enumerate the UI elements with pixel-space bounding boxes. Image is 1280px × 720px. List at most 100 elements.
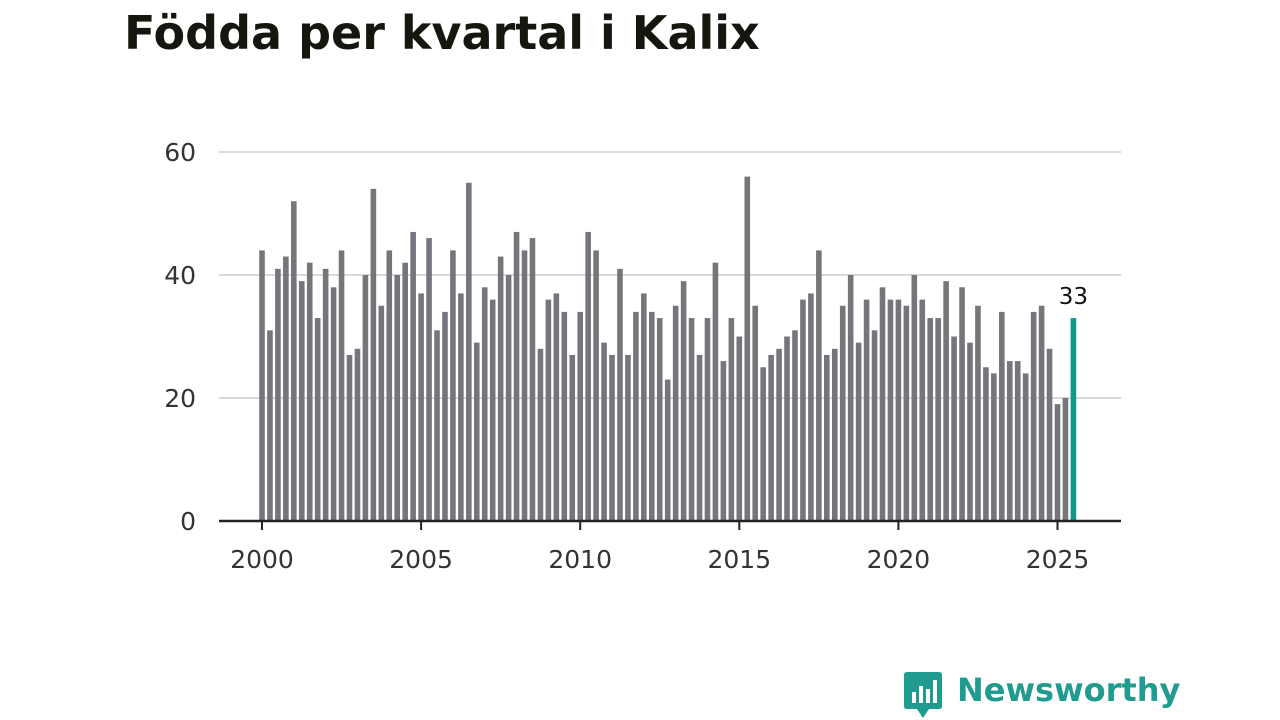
bar: [553, 293, 560, 521]
bar: [418, 293, 424, 521]
bar: [394, 275, 401, 521]
bar: [267, 330, 273, 521]
bar: [291, 201, 297, 521]
x-tick-label-2020: 2020: [867, 545, 931, 574]
bar: [831, 348, 838, 521]
bar: [410, 231, 416, 521]
bar: [863, 299, 870, 521]
bar: [1006, 361, 1013, 521]
bar: [680, 281, 687, 521]
bar: [975, 305, 981, 521]
bar: [951, 336, 957, 521]
bar: [728, 318, 735, 521]
bar: [633, 311, 639, 521]
bar: [983, 367, 989, 521]
bar: [298, 281, 305, 521]
bar: [259, 250, 265, 521]
bar: [1062, 398, 1069, 521]
bar: [370, 188, 377, 521]
bar: [999, 311, 1005, 521]
bar: [442, 311, 448, 521]
bar: [879, 287, 886, 521]
y-tick-label-0: 0: [180, 507, 196, 536]
bar: [306, 262, 313, 521]
bar: [529, 238, 536, 521]
bar: [283, 256, 289, 521]
bar: [855, 342, 862, 521]
bar: [330, 287, 337, 521]
bar: [776, 348, 782, 521]
bar: [967, 342, 973, 521]
bar: [1038, 305, 1045, 521]
bar: [935, 318, 941, 521]
bar: [402, 262, 408, 521]
bar: [585, 231, 591, 521]
bar: [505, 275, 512, 521]
bar: [816, 250, 822, 521]
bar: [577, 311, 583, 521]
bar: [378, 305, 385, 521]
labels: 0 20 40 60 2000 2005 2010 2015 2020 2025 33: [164, 138, 1089, 574]
bar: [808, 293, 814, 521]
bar: [649, 311, 655, 521]
bar: [919, 299, 926, 521]
bar: [513, 231, 520, 521]
bar: [911, 275, 918, 521]
bar: [458, 293, 464, 521]
x-tick-label-2010: 2010: [548, 545, 612, 574]
bar: [561, 311, 568, 521]
bar: [601, 342, 607, 521]
x-tick-label-2000: 2000: [230, 545, 294, 574]
bars: [259, 176, 1077, 521]
bar: [362, 275, 369, 521]
bar: [537, 348, 544, 521]
bar: [346, 354, 353, 521]
bar: [927, 318, 934, 521]
y-tick-label-60: 60: [164, 138, 196, 167]
bar: [800, 299, 806, 521]
x-tick-label-2025: 2025: [1026, 545, 1090, 574]
y-tick-label-40: 40: [164, 261, 196, 290]
bar: [489, 299, 496, 521]
bar: [625, 354, 631, 521]
bar: [386, 250, 393, 521]
bar: [314, 318, 321, 521]
bar: [545, 299, 552, 521]
bar: [1054, 404, 1061, 521]
bar: [720, 361, 727, 521]
bar: [871, 330, 878, 521]
bar: [704, 318, 711, 521]
bar: [768, 354, 774, 521]
bar: [426, 238, 432, 521]
bar: [434, 330, 440, 521]
bar: [354, 348, 361, 521]
bar: [450, 250, 456, 521]
axes: [219, 519, 1121, 530]
bar: [696, 354, 703, 521]
bar: [887, 299, 894, 521]
bar: [466, 182, 472, 521]
bar: [991, 373, 997, 521]
bar: [338, 250, 345, 521]
bar: [641, 293, 647, 521]
brand-name: Newsworthy: [957, 671, 1181, 709]
x-tick-label-2015: 2015: [707, 545, 771, 574]
bar: [959, 287, 965, 521]
bar: [784, 336, 790, 521]
x-tick-label-2005: 2005: [389, 545, 453, 574]
bar: [760, 367, 766, 521]
bar: [744, 176, 751, 521]
bar: [688, 318, 695, 521]
bar: [903, 305, 910, 521]
bar: [1030, 311, 1037, 521]
bar: [1014, 361, 1021, 521]
bar: [895, 299, 902, 521]
bar-latest: [1070, 318, 1077, 521]
bar: [656, 318, 663, 521]
bar: [672, 305, 679, 521]
bar: [824, 354, 830, 521]
chart-title: Födda per kvartal i Kalix: [124, 6, 760, 60]
bar: [839, 305, 846, 521]
latest-value-label: 33: [1059, 284, 1088, 310]
